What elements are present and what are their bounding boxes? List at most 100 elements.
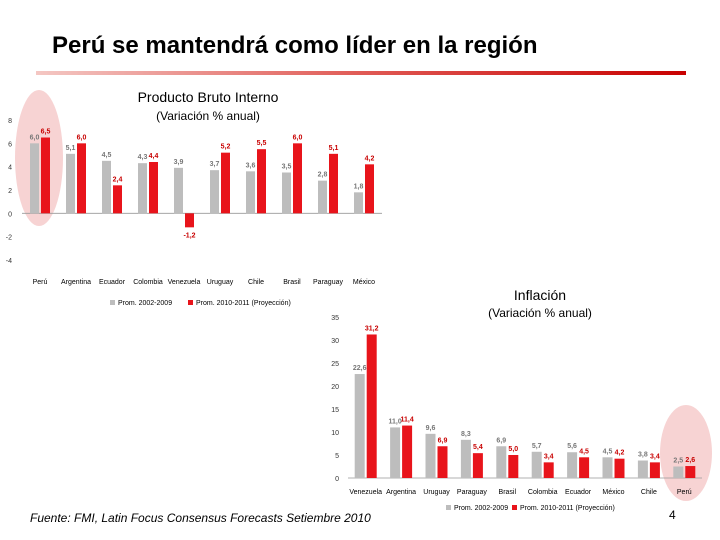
- inflation-ytick-label: 10: [331, 430, 339, 437]
- gdp-data-label: 4,5: [102, 152, 112, 159]
- gdp-data-label: 3,6: [246, 162, 256, 169]
- inflation-data-label: 2,6: [685, 457, 695, 464]
- gdp-bar-proj: [185, 213, 194, 228]
- gdp-category-label: Venezuela: [168, 279, 201, 286]
- inflation-data-label: 31,2: [365, 325, 379, 332]
- inflation-data-label: 11,4: [400, 417, 413, 424]
- inflation-bar-proj: [366, 334, 377, 478]
- gdp-data-label: 3,7: [210, 161, 220, 168]
- gdp-bar-proj: [293, 143, 302, 214]
- inflation-ytick-label: 0: [335, 476, 339, 483]
- inflation-category-label: Ecuador: [565, 489, 592, 496]
- inflation-data-label: 4,5: [603, 448, 613, 455]
- inflation-bar-hist: [425, 433, 436, 478]
- gdp-category-label: Colombia: [133, 279, 163, 286]
- gdp-data-label: 4,2: [365, 155, 375, 162]
- gdp-bar-proj: [41, 137, 50, 214]
- inflation-category-label: Venezuela: [349, 489, 382, 496]
- page-number: 4: [669, 508, 676, 522]
- gdp-category-label: Uruguay: [207, 279, 234, 286]
- gdp-bar-proj: [329, 153, 338, 214]
- gdp-category-label: Perú: [33, 279, 48, 286]
- inflation-bar-hist: [460, 439, 471, 478]
- gdp-category-label: Brasil: [283, 279, 301, 286]
- gdp-ytick-label: -2: [6, 235, 12, 242]
- inflation-category-label: Colombia: [528, 489, 558, 496]
- gdp-category-label: Ecuador: [99, 279, 126, 286]
- gdp-category-label: Argentina: [61, 279, 91, 286]
- gdp-chart-title: Producto Bruto Interno: [138, 89, 279, 105]
- gdp-bar-proj: [257, 149, 266, 214]
- inflation-bar-hist: [602, 457, 613, 478]
- inflation-bar-hist: [531, 451, 542, 478]
- gdp-bar-hist: [246, 171, 255, 214]
- inflation-category-label: Perú: [677, 489, 692, 496]
- inflation-data-label: 5,4: [473, 444, 483, 451]
- gdp-bar-hist: [174, 167, 183, 214]
- inflation-bar-hist: [496, 446, 507, 478]
- gdp-category-label: Paraguay: [313, 279, 343, 286]
- inflation-bar-hist: [567, 452, 578, 478]
- inflation-category-label: Paraguay: [457, 489, 487, 496]
- inflation-legend-swatch: [512, 505, 517, 510]
- gdp-bar-hist: [318, 180, 327, 214]
- inflation-data-label: 5,0: [508, 446, 518, 453]
- gdp-category-label: Chile: [248, 279, 264, 286]
- gdp-data-label: 3,5: [282, 164, 292, 171]
- inflation-bar-proj: [402, 425, 413, 478]
- inflation-ytick-label: 25: [331, 361, 339, 368]
- inflation-category-label: Argentina: [386, 489, 416, 496]
- inflation-bar-hist: [673, 466, 684, 478]
- gdp-data-label: 4,3: [138, 154, 148, 161]
- inflation-bar-proj: [543, 462, 554, 478]
- gdp-data-label: 5,2: [221, 144, 231, 151]
- gdp-bar-proj: [113, 185, 122, 214]
- gdp-bar-hist: [282, 172, 291, 214]
- gdp-data-label: -1,2: [183, 232, 195, 239]
- gdp-data-label: 5,1: [329, 145, 339, 152]
- inflation-data-label: 3,4: [544, 453, 554, 460]
- inflation-data-label: 3,8: [638, 452, 648, 459]
- inflation-data-label: 4,2: [615, 450, 625, 457]
- inflation-data-label: 5,6: [567, 443, 577, 450]
- inflation-ytick-label: 20: [331, 384, 339, 391]
- gdp-bar-hist: [354, 192, 363, 214]
- inflation-category-label: México: [602, 489, 624, 496]
- gdp-ytick-label: 2: [8, 188, 12, 195]
- gdp-ytick-label: 4: [8, 165, 12, 172]
- inflation-bar-proj: [437, 446, 448, 478]
- gdp-bar-proj: [221, 152, 230, 214]
- gdp-data-label: 6,5: [41, 129, 51, 136]
- gdp-legend-swatch: [110, 300, 115, 305]
- gdp-bar-proj: [149, 162, 158, 214]
- inflation-bar-proj: [472, 453, 483, 478]
- inflation-category-label: Uruguay: [423, 489, 450, 496]
- inflation-data-label: 6,9: [438, 437, 448, 444]
- inflation-data-label: 2,5: [673, 458, 683, 465]
- gdp-bar-hist: [138, 163, 147, 214]
- inflation-chart-title: Inflación: [514, 287, 566, 303]
- inflation-ytick-label: 30: [331, 338, 339, 345]
- gdp-data-label: 6,0: [77, 134, 87, 141]
- inflation-ytick-label: 5: [335, 453, 339, 460]
- inflation-data-label: 8,3: [461, 431, 471, 438]
- gdp-ytick-label: -4: [6, 258, 12, 265]
- peru-highlight-inflation: [660, 405, 712, 501]
- gdp-category-label: México: [353, 279, 375, 286]
- inflation-ytick-label: 15: [331, 407, 339, 414]
- inflation-legend-label: Prom. 2002-2009: [454, 505, 508, 512]
- gdp-data-label: 3,9: [174, 159, 184, 166]
- inflation-chart: Inflación (Variación % anual) 0 5 10 15 20 25…: [331, 287, 702, 512]
- gdp-data-label: 2,8: [318, 172, 328, 179]
- gdp-data-label: 4,4: [149, 153, 159, 160]
- inflation-bar-proj: [579, 457, 590, 478]
- gdp-bar-hist: [30, 143, 39, 214]
- gdp-data-label: 1,8: [354, 183, 364, 190]
- gdp-legend-swatch: [188, 300, 193, 305]
- title-underline: [36, 71, 686, 75]
- gdp-bar-hist: [210, 170, 219, 214]
- gdp-data-label: 6,0: [30, 134, 40, 141]
- inflation-data-label: 6,9: [496, 437, 506, 444]
- inflation-data-label: 4,5: [579, 448, 589, 455]
- inflation-bar-proj: [649, 462, 660, 478]
